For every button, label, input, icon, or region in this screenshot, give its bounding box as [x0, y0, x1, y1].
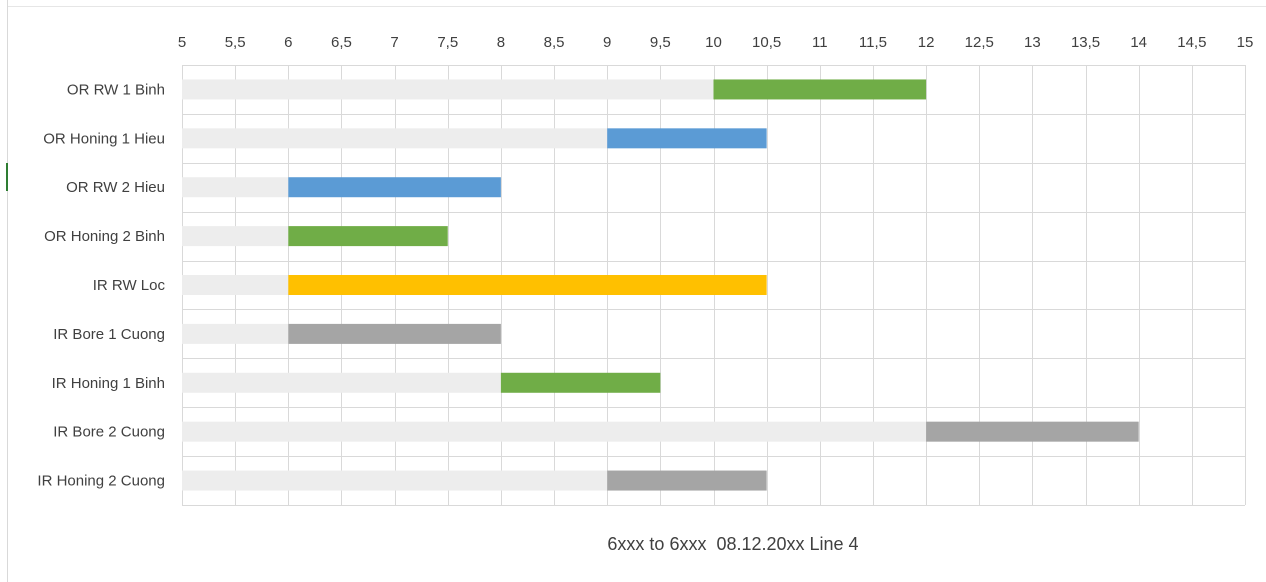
category-labels: OR RW 1 Binh OR Honing 1 Hieu OR RW 2 Hieu… — [37, 81, 165, 489]
category-label: IR RW Loc — [93, 277, 166, 294]
sheet-left-border — [7, 0, 8, 582]
x-tick-label: 5 — [178, 34, 186, 51]
bars — [182, 79, 1139, 491]
bar-offset-segment — [182, 226, 289, 247]
x-axis-ticks: 5 5,5 6 6,5 7 7,5 8 8,5 9 9,5 10 10,5 11 11,5 12 12,5 13… — [178, 34, 1254, 51]
bar-offset-segment — [182, 128, 608, 149]
x-tick-label: 7,5 — [437, 34, 458, 51]
category-label: OR RW 1 Binh — [67, 81, 165, 98]
category-label: IR Bore 2 Cuong — [53, 424, 165, 441]
bar-offset-segment — [182, 79, 714, 100]
x-tick-label: 14 — [1130, 34, 1147, 51]
x-tick-label: 14,5 — [1177, 34, 1206, 51]
category-label: OR Honing 1 Hieu — [43, 130, 165, 147]
category-label: IR Honing 1 Binh — [52, 375, 165, 392]
bar-offset-segment — [182, 323, 289, 344]
x-tick-label: 12 — [918, 34, 935, 51]
x-tick-label: 12,5 — [965, 34, 994, 51]
category-label: IR Bore 1 Cuong — [53, 326, 165, 343]
x-tick-label: 15 — [1237, 34, 1254, 51]
bar-offset-segment — [182, 470, 608, 491]
bar-offset-segment — [182, 275, 289, 295]
sheet-top-border — [8, 6, 1266, 7]
bar-offset-segment — [182, 177, 289, 198]
category-label: IR Honing 2 Cuong — [37, 473, 165, 490]
x-tick-label: 10,5 — [752, 34, 781, 51]
bar-duration-segment — [607, 128, 767, 149]
category-label: OR Honing 2 Binh — [44, 228, 165, 245]
x-tick-label: 11,5 — [859, 34, 887, 51]
bar-duration-segment — [288, 177, 501, 198]
bar-duration-segment — [500, 372, 661, 393]
x-tick-label: 11 — [812, 34, 828, 51]
bar-duration-segment — [607, 470, 767, 491]
chart-title: 6xxx to 6xxx 08.12.20xx Line 4 — [607, 534, 858, 554]
x-tick-label: 13 — [1024, 34, 1041, 51]
bar-duration-segment — [288, 275, 767, 295]
bar-offset-segment — [182, 372, 501, 393]
x-tick-label: 7 — [390, 34, 398, 51]
x-tick-label: 9,5 — [650, 34, 671, 51]
x-tick-label: 8 — [497, 34, 505, 51]
bar-duration-segment — [713, 79, 927, 100]
x-tick-label: 13,5 — [1071, 34, 1100, 51]
x-tick-label: 6,5 — [331, 34, 352, 51]
x-tick-label: 6 — [284, 34, 292, 51]
bar-offset-segment — [182, 421, 927, 442]
bar-duration-segment — [288, 323, 501, 344]
x-tick-label: 9 — [603, 34, 611, 51]
bar-duration-segment — [926, 421, 1139, 442]
x-tick-label: 8,5 — [544, 34, 565, 51]
bar-duration-segment — [288, 226, 448, 247]
category-label: OR RW 2 Hieu — [66, 179, 165, 196]
x-tick-label: 5,5 — [225, 34, 246, 51]
cell-selection-marker — [6, 163, 8, 191]
x-tick-label: 10 — [705, 34, 722, 51]
